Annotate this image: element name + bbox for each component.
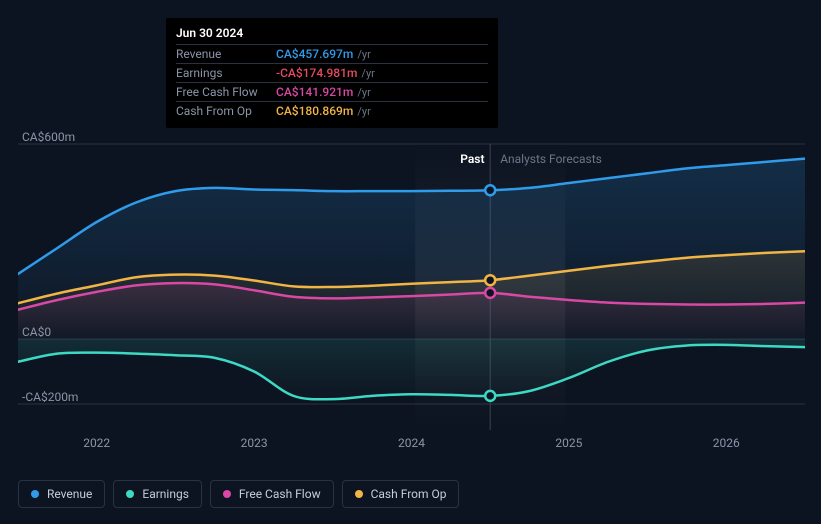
legend-label: Cash From Op: [371, 487, 447, 501]
tooltip-metric-value: -CA$174.981m: [276, 66, 357, 80]
tooltip-metric-unit: /yr: [357, 86, 370, 99]
tooltip-date: Jun 30 2024: [176, 26, 488, 40]
tooltip-metric-value: CA$141.921m: [276, 85, 353, 99]
tooltip-metric-value: CA$457.697m: [276, 47, 353, 61]
tooltip-metric-label: Earnings: [176, 66, 276, 80]
legend: Revenue Earnings Free Cash Flow Cash From O…: [18, 480, 459, 508]
tooltip-row: Free Cash FlowCA$141.921m/yr: [176, 82, 488, 101]
tooltip-metric-label: Free Cash Flow: [176, 85, 276, 99]
tooltip-row: Cash From OpCA$180.869m/yr: [176, 101, 488, 120]
legend-label: Free Cash Flow: [239, 487, 321, 501]
legend-dot-icon: [223, 490, 231, 498]
legend-label: Revenue: [47, 487, 92, 501]
legend-item-earnings[interactable]: Earnings: [113, 480, 202, 508]
chart-tooltip: Jun 30 2024 RevenueCA$457.697m/yrEarning…: [166, 18, 498, 128]
tooltip-row: Earnings-CA$174.981m/yr: [176, 63, 488, 82]
legend-item-revenue[interactable]: Revenue: [18, 480, 105, 508]
legend-label: Earnings: [142, 487, 189, 501]
legend-dot-icon: [31, 490, 39, 498]
tooltip-metric-label: Cash From Op: [176, 104, 276, 118]
legend-dot-icon: [355, 490, 363, 498]
tooltip-metric-label: Revenue: [176, 47, 276, 61]
tooltip-metric-unit: /yr: [357, 48, 370, 61]
tooltip-metric-unit: /yr: [361, 67, 374, 80]
tooltip-row: RevenueCA$457.697m/yr: [176, 44, 488, 63]
tooltip-metric-unit: /yr: [357, 105, 370, 118]
legend-item-cash-from-op[interactable]: Cash From Op: [342, 480, 460, 508]
legend-dot-icon: [126, 490, 134, 498]
financial-chart[interactable]: [18, 130, 805, 450]
legend-item-free-cash-flow[interactable]: Free Cash Flow: [210, 480, 334, 508]
tooltip-metric-value: CA$180.869m: [276, 104, 353, 118]
